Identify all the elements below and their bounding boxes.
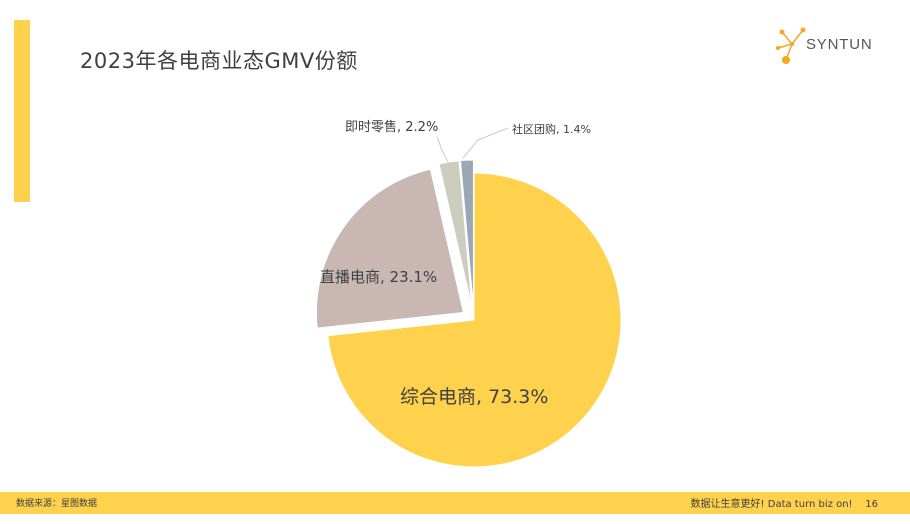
pie-slice: [438, 160, 473, 308]
footer-slogan-text: 数据让生意更好! Data turn biz on!: [690, 499, 853, 510]
logo-text: SYNTUN: [806, 36, 873, 53]
page-number: 16: [865, 499, 878, 510]
pie-slice: [315, 168, 465, 329]
slice-label: 即时零售, 2.2%: [345, 119, 438, 135]
slice-label: 直播电商, 23.1%: [320, 268, 437, 286]
pie-slice: [459, 159, 474, 308]
accent-bar: [14, 20, 30, 202]
footer-bar: 数据来源：星图数据 数据让生意更好! Data turn biz on! 16: [0, 492, 910, 514]
page-title: 2023年各电商业态GMV份额: [80, 49, 358, 73]
footer-slogan: 数据让生意更好! Data turn biz on! 16: [691, 495, 878, 510]
leader-line: [462, 127, 509, 159]
slice-label: 综合电商, 73.3%: [400, 386, 548, 408]
slice-label: 社区团购, 1.4%: [512, 122, 591, 136]
pie-slice: [327, 172, 622, 468]
syntun-network-logo-icon: [776, 27, 806, 64]
leader-line: [436, 136, 449, 163]
footer-source: 数据来源：星图数据: [16, 499, 98, 509]
